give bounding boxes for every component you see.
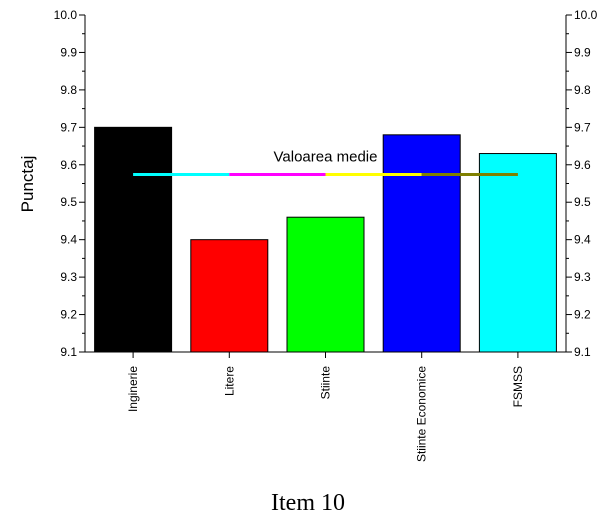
y-tick-label-left: 9.2 (60, 308, 77, 322)
y-tick-label-right: 9.2 (574, 308, 591, 322)
y-ticks-right: 9.1 9.2 9.3 9.4 9.5 9.6 9.7 9.8 9.9 10.0 (566, 8, 598, 359)
y-tick-label-left: 10.0 (54, 8, 78, 22)
bar-4 (478, 153, 557, 353)
y-tick-label-right: 9.7 (574, 120, 591, 134)
y-tick-label-right: 9.6 (574, 158, 591, 172)
y-tick-label-right: 9.9 (574, 45, 591, 59)
bar-2 (286, 216, 365, 353)
y-tick-label-left: 9.6 (60, 158, 77, 172)
bar-1 (190, 239, 269, 353)
x-tick-labels: Inginerie Litere Stiinte Stiinte Economice F… (126, 352, 525, 462)
y-tick-label-right: 10.0 (574, 8, 598, 22)
y-tick-label-right: 9.8 (574, 83, 591, 97)
y-tick-label-left: 9.4 (60, 233, 77, 247)
y-tick-label-left: 9.7 (60, 120, 77, 134)
y-tick-label-right: 9.4 (574, 233, 591, 247)
x-tick-label: Inginerie (126, 366, 140, 412)
y-axis-label: Punctaj (18, 156, 37, 213)
y-tick-label-left: 9.5 (60, 195, 77, 209)
mean-label: Valoarea medie (274, 149, 378, 166)
y-tick-label-left: 9.8 (60, 83, 77, 97)
bar-3 (382, 134, 461, 353)
bar-0 (94, 126, 173, 353)
y-tick-label-right: 9.3 (574, 270, 591, 284)
chart-caption: Item 10 (271, 490, 345, 516)
y-ticks-left: 9.1 9.2 9.3 9.4 9.5 9.6 9.7 9.8 9.9 10.0 (54, 8, 85, 359)
y-tick-label-left: 9.3 (60, 270, 77, 284)
y-tick-label-left: 9.1 (60, 345, 77, 359)
bars-group (94, 126, 557, 353)
y-tick-label-right: 9.5 (574, 195, 591, 209)
y-tick-label-left: 9.9 (60, 45, 77, 59)
x-tick-label: Stiinte (319, 366, 333, 400)
x-tick-label: FSMSS (511, 366, 525, 407)
x-tick-label: Stiinte Economice (415, 366, 429, 462)
y-tick-label-right: 9.1 (574, 345, 591, 359)
x-tick-label: Litere (222, 366, 236, 396)
